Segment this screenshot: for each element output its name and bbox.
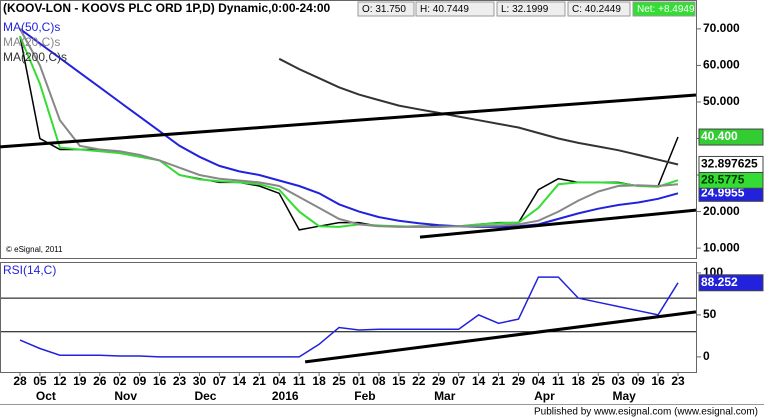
month-label: Apr	[534, 389, 555, 403]
quote-box	[415, 1, 495, 17]
x-tick-label: 12	[53, 374, 67, 388]
quote-box	[357, 1, 415, 17]
x-tick-label: 21	[253, 374, 267, 388]
x-tick-label: 07	[213, 374, 227, 388]
month-label: Feb	[354, 389, 375, 403]
x-tick-label: 11	[293, 374, 306, 388]
x-tick-label: 14	[472, 374, 486, 388]
footer: Published by www.esignal.com (www.esigna…	[534, 407, 758, 418]
x-tick-label: 04	[273, 374, 287, 388]
y-tick-label: 10.000	[703, 240, 740, 254]
x-tick-label: 25	[332, 374, 346, 388]
copyright: © eSignal, 2011	[6, 245, 63, 254]
x-tick-label: 25	[592, 374, 606, 388]
trend-line	[419, 208, 697, 239]
quote: L: 32.1999	[501, 4, 549, 15]
trend-line	[0, 93, 697, 149]
series-line	[19, 35, 679, 228]
rsi-title: RSI(14,C)	[3, 263, 56, 277]
last-value-label: 28.5775	[701, 172, 745, 186]
y-tick-label: 60.000	[703, 58, 740, 72]
x-tick-label: 29	[432, 374, 446, 388]
x-tick-label: 18	[312, 374, 326, 388]
last-value-label: 32.897625	[701, 157, 758, 171]
quote: H: 40.7449	[420, 4, 469, 15]
y-tick-label: 0	[703, 349, 710, 363]
x-tick-label: 08	[372, 374, 386, 388]
series-line	[278, 57, 679, 166]
x-tick-label: 11	[552, 374, 565, 388]
x-tick-label: 15	[392, 374, 406, 388]
quote: O: 31.750	[362, 4, 406, 15]
x-tick-label: 09	[133, 374, 147, 388]
last-value-label: 24.9955	[701, 186, 745, 200]
x-tick-label: 26	[93, 374, 107, 388]
x-tick-label: 09	[631, 374, 645, 388]
x-tick-label: 01	[352, 374, 366, 388]
x-tick-label: 03	[612, 374, 626, 388]
last-value-box	[698, 274, 764, 292]
x-tick-label: 14	[233, 374, 247, 388]
series-line	[19, 28, 679, 228]
quote-box	[567, 1, 631, 17]
legend-entry: MA(20,C)s	[3, 35, 60, 49]
legend-entry: MA(200,C)s	[3, 50, 67, 64]
quote-box	[496, 1, 566, 17]
y-tick-label: 20.000	[703, 204, 740, 218]
x-tick-label: 16	[651, 374, 665, 388]
y-tick-label: 50.000	[703, 94, 740, 108]
x-tick-label: 29	[512, 374, 526, 388]
month-label: Nov	[114, 389, 137, 403]
x-tick-label: 22	[412, 374, 426, 388]
x-tick-label: 16	[153, 374, 167, 388]
rsi-panel	[0, 262, 697, 373]
last-value-box	[698, 128, 764, 146]
x-tick-label: 05	[33, 374, 47, 388]
x-tick-label: 21	[492, 374, 506, 388]
series-line	[19, 276, 679, 358]
month-label: May	[613, 389, 637, 403]
x-tick-label: 28	[13, 374, 27, 388]
x-tick-label: 23	[173, 374, 187, 388]
chart-title: (KOOV-LON - KOOVS PLC ORD 1P,D) Dynamic,…	[3, 1, 331, 15]
last-value-box	[698, 155, 764, 173]
price-panel	[0, 0, 697, 259]
month-label: 2016	[272, 389, 299, 403]
x-tick-label: 07	[452, 374, 466, 388]
x-tick-label: 04	[532, 374, 546, 388]
trend-line	[304, 310, 697, 364]
month-label: Mar	[434, 389, 456, 403]
month-label: Dec	[194, 389, 216, 403]
quote-box	[632, 1, 696, 17]
x-tick-label: 23	[671, 374, 685, 388]
last-value-label: 40.400	[701, 129, 738, 143]
y-tick-label: 50	[703, 307, 717, 321]
legend-entry: MA(50,C)s	[3, 20, 60, 34]
quote: C: 40.2449	[572, 4, 621, 15]
x-tick-label: 02	[113, 374, 127, 388]
month-label: Oct	[36, 389, 56, 403]
x-tick-label: 18	[572, 374, 586, 388]
series-line	[19, 28, 679, 228]
quote: Net: +8.4949	[637, 4, 695, 15]
x-tick-label: 19	[73, 374, 87, 388]
x-tick-label: 30	[193, 374, 207, 388]
y-tick-label: 70.000	[703, 21, 740, 35]
last-value-label: 88.252	[701, 275, 738, 289]
